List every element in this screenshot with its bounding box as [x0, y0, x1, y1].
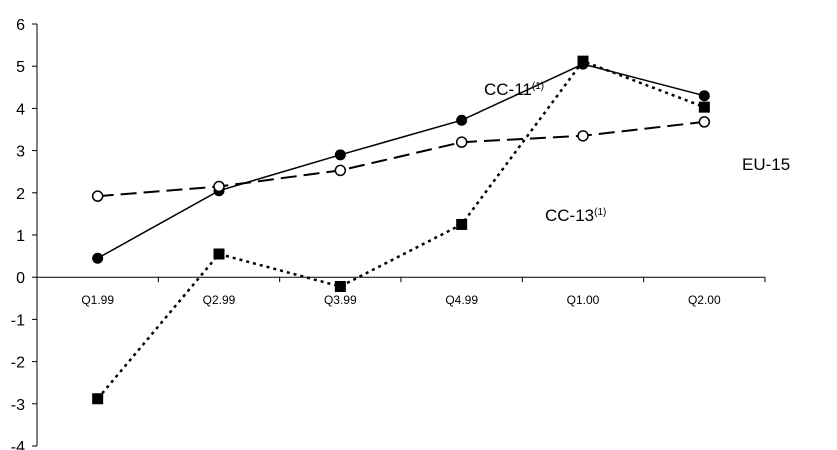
data-point: [93, 191, 103, 201]
series-label-superscript: (1): [532, 81, 544, 92]
series-lines: [92, 56, 710, 405]
data-point: [92, 393, 103, 404]
y-tick-label: 3: [16, 144, 25, 161]
series-line: [98, 64, 705, 258]
y-tick-label: 6: [16, 17, 25, 34]
y-tick-label: 1: [16, 228, 25, 245]
data-point: [214, 248, 225, 259]
data-point: [699, 117, 709, 127]
series-label-cc-13: CC-13(1): [545, 206, 606, 225]
data-point: [92, 253, 103, 264]
data-point: [335, 281, 346, 292]
y-tick-label: -4: [11, 439, 25, 450]
series-label-text: EU-15: [742, 155, 790, 174]
data-point: [456, 115, 467, 126]
series-eu-15: [93, 117, 710, 201]
data-point: [335, 149, 346, 160]
x-tick-label: Q4.99: [445, 293, 478, 307]
data-point: [699, 90, 710, 101]
series-label-eu-15: EU-15: [742, 155, 790, 174]
data-point: [214, 181, 224, 191]
data-point: [699, 102, 710, 113]
y-tick-label: 4: [16, 101, 25, 118]
y-tick-label: -2: [11, 355, 25, 372]
series-cc-13: [92, 56, 710, 405]
data-point: [457, 137, 467, 147]
series-line: [98, 122, 705, 196]
series-cc-11: [92, 59, 710, 264]
data-point: [456, 219, 467, 230]
y-tick-label: 2: [16, 186, 25, 203]
y-tick-label: 5: [16, 59, 25, 76]
y-tick-label: -1: [11, 312, 25, 329]
series-label-text: CC-13: [545, 206, 594, 225]
data-point: [578, 56, 589, 67]
data-point: [335, 165, 345, 175]
x-tick-label: Q1.00: [567, 293, 600, 307]
series-line: [98, 61, 705, 399]
x-tick-label: Q3.99: [324, 293, 357, 307]
series-label-superscript: (1): [594, 207, 606, 218]
data-point: [578, 131, 588, 141]
y-tick-label: -3: [11, 397, 25, 414]
y-tick-label: 0: [16, 270, 25, 287]
series-label-text: CC-11: [484, 80, 532, 99]
x-tick-label: Q1.99: [81, 293, 114, 307]
x-tick-label: Q2.99: [203, 293, 236, 307]
x-tick-label: Q2.00: [688, 293, 721, 307]
series-label-cc-11: CC-11(1): [484, 80, 544, 99]
